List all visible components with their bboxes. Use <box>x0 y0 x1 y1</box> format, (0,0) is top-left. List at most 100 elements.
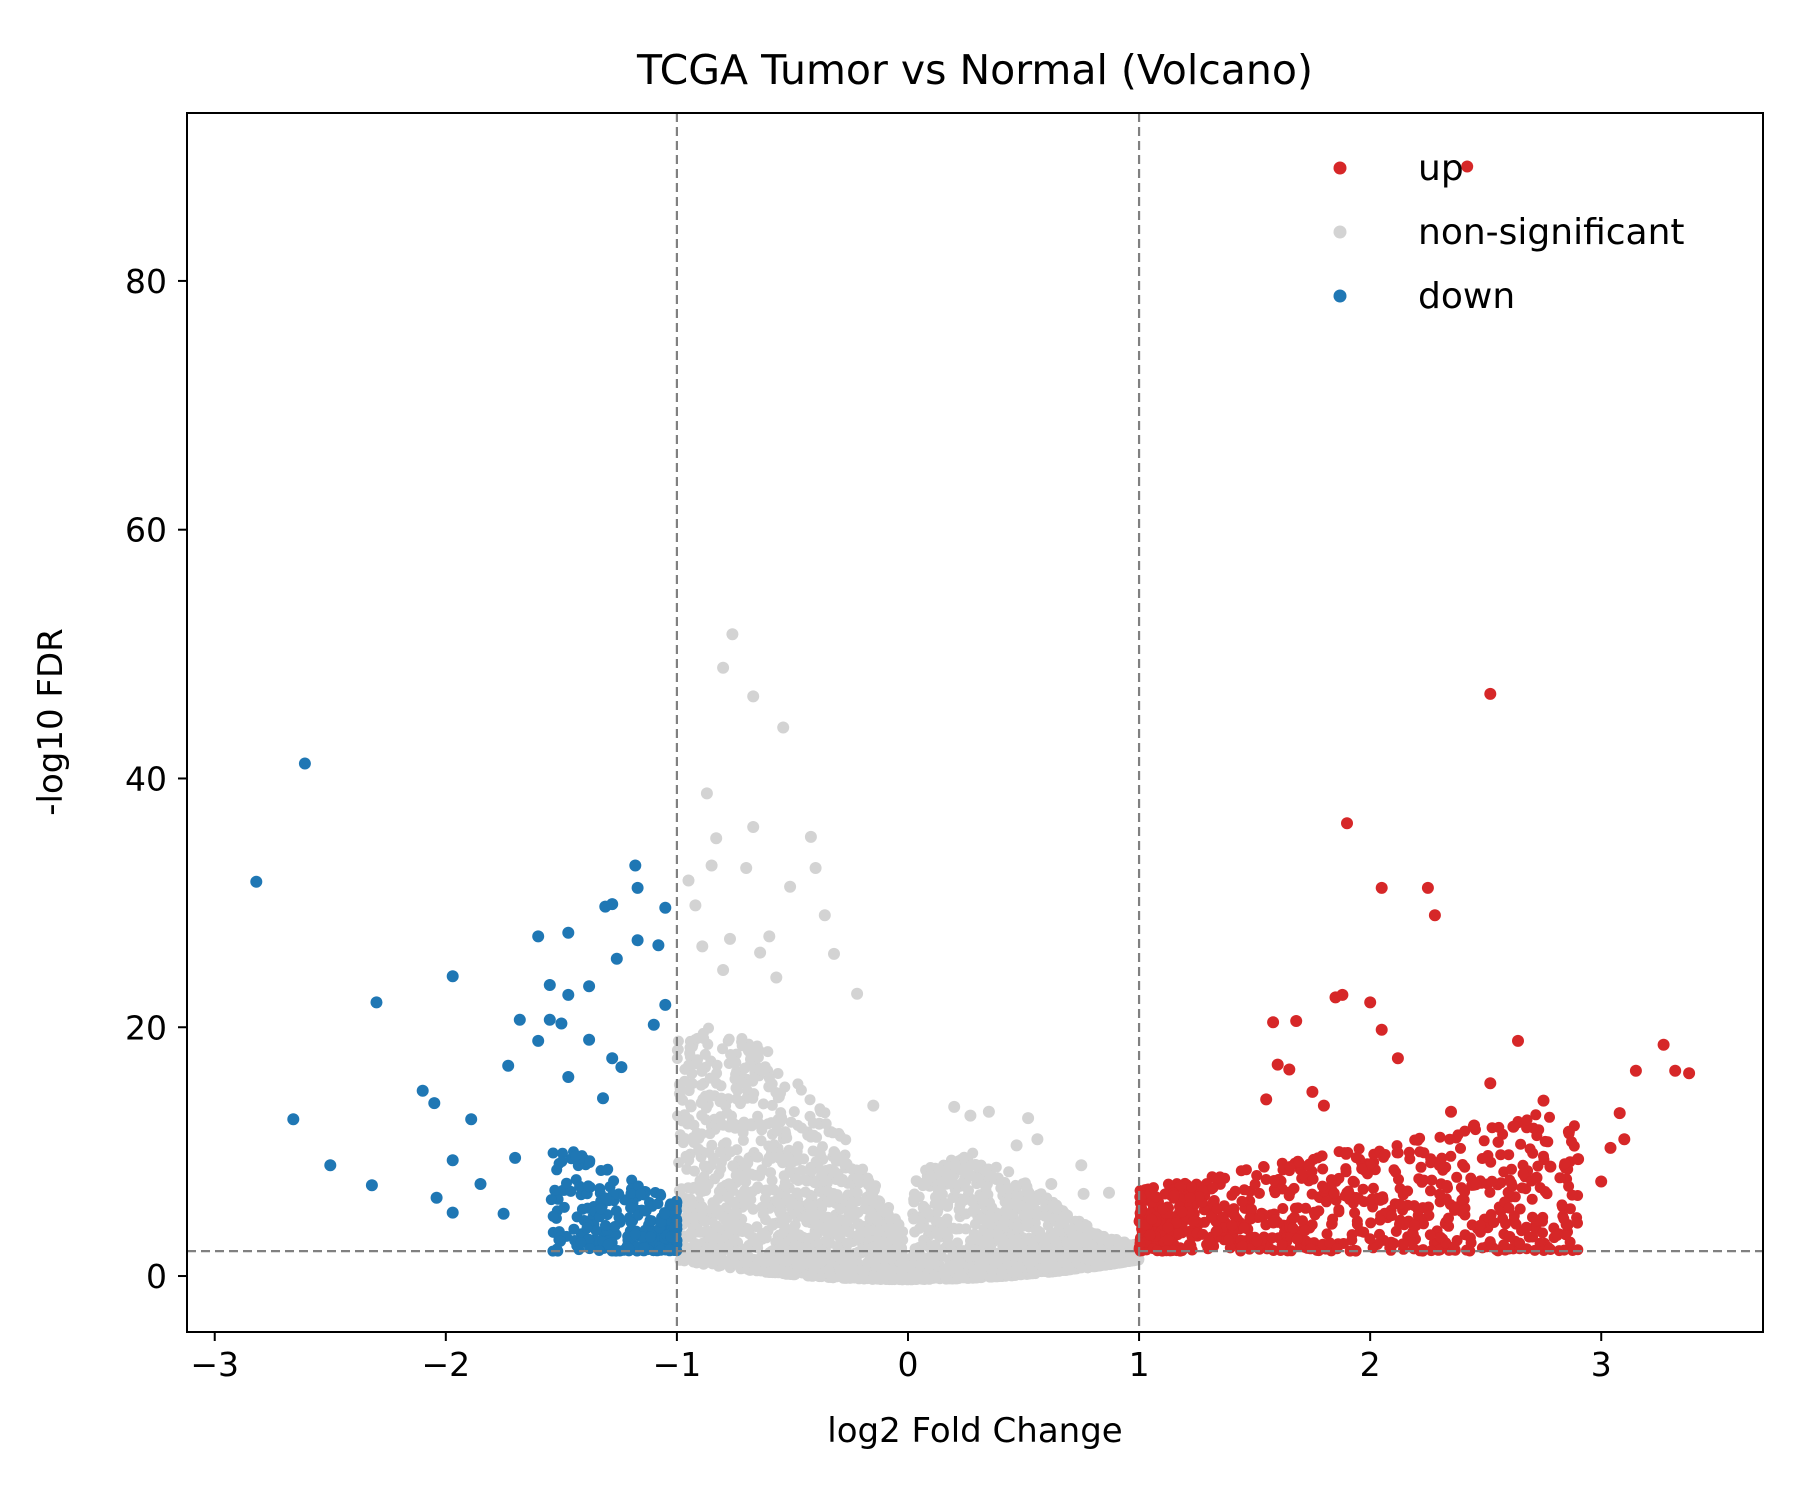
point-up <box>1299 1224 1311 1236</box>
point-non-significant <box>881 1207 893 1219</box>
point-non-significant <box>708 1152 719 1164</box>
legend-marker-non-significant <box>1333 225 1347 239</box>
point-up <box>1515 1138 1527 1150</box>
point-up <box>1512 1034 1524 1047</box>
point-up <box>1418 1218 1429 1230</box>
point-up <box>1457 1159 1469 1170</box>
point-up <box>1537 1227 1548 1239</box>
point-up <box>1397 1238 1409 1250</box>
point-down <box>576 1203 588 1215</box>
point-up <box>1173 1228 1185 1239</box>
point-non-significant <box>1039 1241 1051 1252</box>
point-up <box>1268 1175 1280 1186</box>
y-tick-label: 0 <box>146 1257 167 1296</box>
point-up <box>1148 1182 1159 1194</box>
point-down <box>562 1071 575 1083</box>
point-non-significant <box>819 1107 831 1119</box>
point-up <box>1495 1149 1507 1161</box>
point-non-significant <box>774 1204 786 1216</box>
point-down <box>575 1237 587 1249</box>
point-up <box>1251 1170 1263 1181</box>
x-tick-label: 0 <box>897 1345 918 1384</box>
point-non-significant <box>1039 1210 1051 1222</box>
point-non-significant <box>964 1109 977 1122</box>
point-down <box>664 1244 676 1255</box>
point-up <box>1394 1198 1406 1210</box>
point-non-significant <box>1030 1224 1042 1236</box>
point-non-significant <box>804 1094 816 1106</box>
point-down <box>557 1147 568 1159</box>
point-up <box>1486 1175 1498 1187</box>
point-up <box>1364 996 1377 1009</box>
point-non-significant <box>986 1201 998 1213</box>
point-up <box>1503 1202 1515 1214</box>
point-non-significant <box>784 1165 796 1177</box>
point-non-significant <box>907 1250 919 1262</box>
point-non-significant <box>715 1092 727 1104</box>
point-down <box>583 1033 596 1046</box>
point-up <box>1327 1213 1339 1225</box>
point-non-significant <box>1028 1252 1040 1264</box>
point-up <box>1356 1163 1368 1175</box>
point-down <box>543 1013 556 1026</box>
series-non-significant <box>671 628 1145 1286</box>
point-non-significant <box>852 1195 863 1207</box>
point-non-significant <box>851 987 864 1000</box>
point-non-significant <box>771 1125 783 1137</box>
point-non-significant <box>715 1163 727 1175</box>
point-down <box>659 1208 671 1220</box>
point-down <box>532 930 545 943</box>
point-non-significant <box>1090 1230 1102 1242</box>
point-non-significant <box>696 1180 708 1192</box>
point-up <box>1367 1182 1379 1194</box>
point-non-significant <box>712 1193 724 1205</box>
point-non-significant <box>847 1271 859 1283</box>
point-non-significant <box>827 1127 839 1139</box>
point-non-significant <box>755 1135 767 1147</box>
point-up <box>1251 1236 1263 1248</box>
point-up <box>1229 1210 1241 1222</box>
point-non-significant <box>1004 1266 1016 1278</box>
point-up <box>1558 1213 1570 1225</box>
point-up <box>1516 1182 1528 1194</box>
point-non-significant <box>927 1171 939 1183</box>
point-up <box>1538 1150 1549 1162</box>
point-non-significant <box>914 1222 926 1234</box>
point-up <box>1418 1147 1430 1159</box>
legend-label-non-significant: non-significant <box>1418 212 1685 253</box>
point-non-significant <box>788 1106 800 1118</box>
point-non-significant <box>686 1198 698 1210</box>
point-up <box>1556 1199 1568 1211</box>
point-down <box>610 1205 622 1217</box>
point-up <box>1564 1203 1576 1215</box>
x-tick-label: 3 <box>1591 1345 1612 1384</box>
point-up <box>1488 1217 1500 1228</box>
point-non-significant <box>836 1176 847 1188</box>
point-down <box>570 1174 582 1186</box>
point-up <box>1484 1077 1497 1090</box>
point-up <box>1324 1237 1336 1249</box>
point-up <box>1523 1231 1535 1243</box>
point-up <box>1391 1052 1404 1065</box>
point-non-significant <box>886 1251 898 1263</box>
point-non-significant <box>802 1198 814 1210</box>
point-non-significant <box>884 1226 896 1238</box>
point-up <box>1466 1219 1478 1231</box>
point-up <box>1283 1190 1295 1202</box>
point-up <box>1325 1174 1337 1186</box>
point-up <box>1426 1174 1438 1186</box>
point-non-significant <box>717 964 730 976</box>
point-non-significant <box>915 1256 927 1268</box>
point-non-significant <box>957 1272 969 1284</box>
point-non-significant <box>851 1187 863 1199</box>
point-non-significant <box>715 1146 726 1158</box>
point-down <box>602 1238 614 1250</box>
point-up <box>1349 1207 1361 1219</box>
point-non-significant <box>754 1118 766 1130</box>
point-down <box>667 1199 679 1211</box>
point-up <box>1267 1016 1280 1029</box>
point-up <box>1492 1136 1504 1148</box>
point-non-significant <box>734 1170 746 1182</box>
point-non-significant <box>935 1175 947 1187</box>
point-non-significant <box>1049 1234 1061 1246</box>
